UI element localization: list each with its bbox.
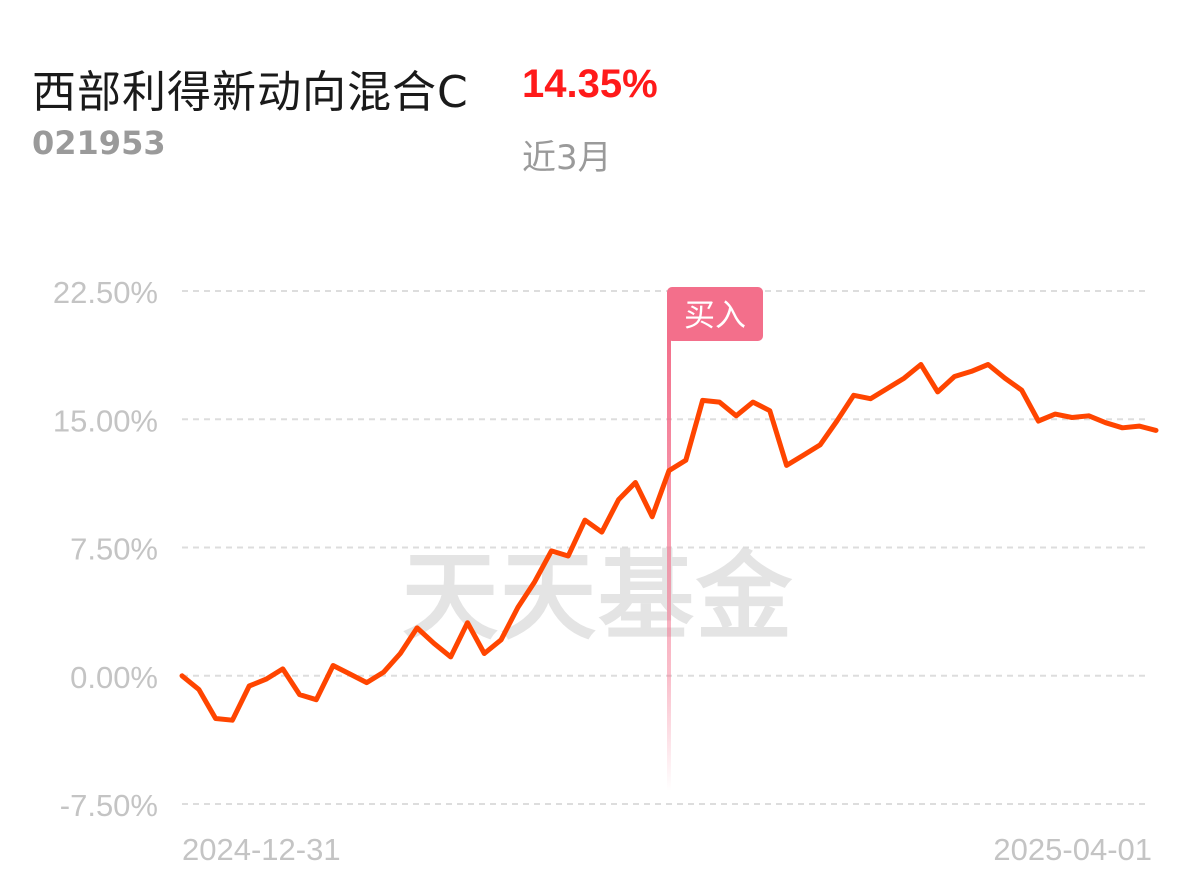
buy-marker-label: 买入 <box>684 298 746 334</box>
data-point <box>667 469 671 472</box>
y-tick-label: 7.50% <box>70 532 158 567</box>
data-point <box>768 409 771 412</box>
data-point <box>886 387 889 390</box>
data-point <box>382 671 385 674</box>
buy-marker: 买入 <box>667 287 763 791</box>
y-tick-label: -7.50% <box>60 788 158 823</box>
buy-marker-badge <box>667 287 763 341</box>
data-point <box>902 377 906 380</box>
data-point <box>264 677 268 681</box>
data-point <box>399 652 402 655</box>
data-point <box>533 580 536 583</box>
data-point <box>197 688 200 691</box>
data-point <box>583 518 587 522</box>
data-point <box>281 667 284 671</box>
data-point <box>499 638 503 642</box>
data-point <box>231 719 234 722</box>
x-axis-labels: 2024-12-31 2025-04-01 <box>182 832 1152 867</box>
return-value: 14.35% <box>522 62 658 106</box>
data-point <box>802 453 805 457</box>
data-point <box>936 390 939 394</box>
data-point <box>651 515 654 518</box>
data-point <box>1121 426 1124 429</box>
data-point <box>365 681 368 684</box>
data-point <box>970 370 973 373</box>
data-point <box>298 693 301 696</box>
y-tick-label: 22.50% <box>53 275 158 310</box>
data-point <box>1154 429 1158 432</box>
data-point <box>214 717 217 720</box>
data-point <box>869 397 872 400</box>
x-tick-label: 2025-04-01 <box>993 832 1152 867</box>
series-line-group <box>179 362 1159 723</box>
data-point <box>1070 416 1074 419</box>
data-point <box>634 481 637 484</box>
data-point <box>600 530 604 534</box>
data-point <box>835 419 839 423</box>
data-point <box>415 626 419 630</box>
grid-lines <box>182 290 1150 805</box>
data-point <box>483 652 486 655</box>
data-point <box>919 363 923 366</box>
x-tick-label: 2024-12-31 <box>182 832 341 867</box>
data-point <box>466 621 469 624</box>
fund-name: 西部利得新动向混合C <box>32 67 469 118</box>
data-point <box>818 443 822 447</box>
data-point <box>701 399 704 402</box>
data-point <box>785 464 788 467</box>
buy-marker-line <box>667 336 671 791</box>
data-point <box>1054 412 1057 416</box>
return-period-label: 近3月 <box>522 138 612 178</box>
data-point <box>617 498 620 501</box>
data-point <box>331 664 335 667</box>
data-point <box>180 674 184 677</box>
data-point <box>567 554 570 558</box>
data-point <box>449 655 452 659</box>
data-point <box>986 363 990 366</box>
data-point <box>432 642 436 645</box>
y-tick-label: 15.00% <box>53 403 158 438</box>
fund-code: 021953 <box>32 124 166 162</box>
data-point <box>751 400 755 404</box>
y-axis-labels: 22.50% 15.00% 7.50% 0.00% -7.50% <box>53 275 158 823</box>
data-point <box>1087 414 1091 418</box>
data-point <box>734 414 738 418</box>
data-point <box>953 375 956 378</box>
data-point <box>550 549 553 553</box>
data-point <box>718 400 721 404</box>
data-point <box>1104 421 1107 424</box>
data-point <box>684 459 687 462</box>
watermark: 天天基金 <box>402 540 794 653</box>
y-tick-label: 0.00% <box>70 660 158 695</box>
data-point <box>247 684 251 688</box>
data-point <box>852 394 855 397</box>
data-point <box>1003 377 1007 380</box>
data-point <box>348 672 352 676</box>
data-point <box>1020 388 1023 392</box>
data-point <box>516 606 520 609</box>
data-point <box>1037 419 1040 423</box>
data-point <box>315 698 318 701</box>
data-point <box>1138 424 1141 428</box>
